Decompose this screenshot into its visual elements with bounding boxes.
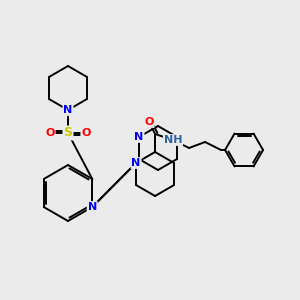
- Text: O: O: [81, 128, 91, 138]
- Text: N: N: [63, 105, 73, 115]
- Text: N: N: [131, 158, 141, 168]
- Text: S: S: [64, 127, 73, 140]
- Text: N: N: [134, 132, 144, 142]
- Text: O: O: [144, 117, 154, 127]
- Text: O: O: [45, 128, 55, 138]
- Text: NH: NH: [164, 135, 182, 145]
- Text: N: N: [88, 202, 97, 212]
